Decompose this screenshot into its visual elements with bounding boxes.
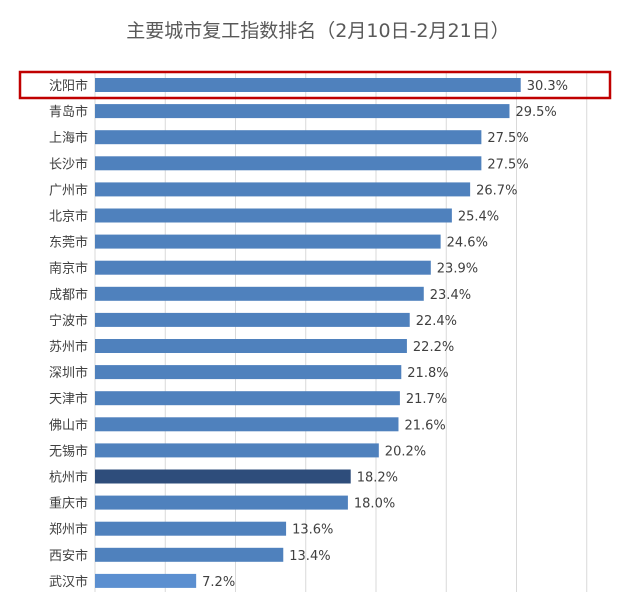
bar: [95, 469, 351, 484]
value-label: 27.5%: [487, 157, 528, 172]
category-label: 南京市: [49, 261, 88, 277]
value-label: 20.2%: [385, 444, 426, 459]
category-label: 郑州市: [49, 522, 88, 538]
category-label: 上海市: [49, 130, 88, 146]
category-labels: 沈阳市青岛市上海市长沙市广州市北京市东莞市南京市成都市宁波市苏州市深圳市天津市佛…: [49, 78, 88, 590]
bar: [95, 547, 284, 562]
value-label: 30.3%: [527, 79, 568, 94]
gridlines: [94, 72, 588, 592]
bar: [95, 104, 510, 119]
bar: [95, 391, 400, 406]
value-label: 23.4%: [430, 288, 471, 303]
bar: [95, 208, 452, 223]
value-labels: 30.3% 29.5% 27.5% 27.5% 26.7% 25.4% 24.6% 23.9%…: [202, 79, 568, 590]
bar: [95, 260, 431, 275]
category-label: 长沙市: [49, 156, 88, 172]
bar: [95, 443, 379, 458]
bar: [95, 182, 471, 197]
bar: [95, 365, 402, 380]
value-label: 25.4%: [458, 210, 499, 225]
category-label: 杭州市: [49, 470, 88, 486]
category-label: 西安市: [49, 548, 88, 564]
bars: [95, 78, 521, 588]
category-label: 广州市: [49, 182, 88, 198]
category-label: 天津市: [49, 391, 88, 407]
bar: [95, 156, 482, 171]
value-label: 29.5%: [515, 105, 556, 120]
value-label: 22.4%: [416, 314, 457, 329]
value-label: 7.2%: [202, 575, 235, 590]
category-label: 沈阳市: [49, 78, 88, 94]
value-label: 13.6%: [292, 523, 333, 538]
value-label: 21.6%: [404, 418, 445, 433]
category-label: 青岛市: [49, 104, 88, 120]
bar: [95, 417, 399, 432]
category-label: 苏州市: [49, 339, 88, 355]
bar: [95, 78, 521, 92]
bar: [95, 339, 407, 353]
category-label: 佛山市: [49, 417, 88, 433]
category-label: 宁波市: [49, 313, 88, 329]
value-label: 27.5%: [487, 131, 528, 146]
bar: [95, 312, 410, 327]
category-label: 武汉市: [49, 574, 88, 590]
category-label: 无锡市: [49, 443, 88, 459]
category-label: 重庆市: [49, 496, 88, 512]
bar: [95, 495, 348, 510]
category-label: 深圳市: [49, 365, 88, 381]
category-label: 东莞市: [49, 235, 88, 251]
value-label: 18.2%: [357, 471, 398, 486]
bar: [95, 286, 424, 301]
bar: [95, 130, 482, 145]
category-label: 北京市: [49, 209, 88, 225]
value-label: 21.8%: [407, 366, 448, 381]
chart-title: 主要城市复工指数排名（2月10日-2月21日）: [126, 20, 509, 42]
bar: [95, 234, 441, 249]
value-label: 18.0%: [354, 497, 395, 512]
value-label: 13.4%: [289, 549, 330, 564]
value-label: 21.7%: [406, 392, 447, 407]
bar: [95, 521, 287, 536]
value-label: 26.7%: [476, 183, 517, 198]
bar: [95, 573, 197, 588]
value-label: 22.2%: [413, 340, 454, 355]
value-label: 24.6%: [447, 236, 488, 251]
value-label: 23.9%: [437, 262, 478, 277]
highlight-box: [18, 70, 612, 100]
category-label: 成都市: [49, 287, 88, 303]
